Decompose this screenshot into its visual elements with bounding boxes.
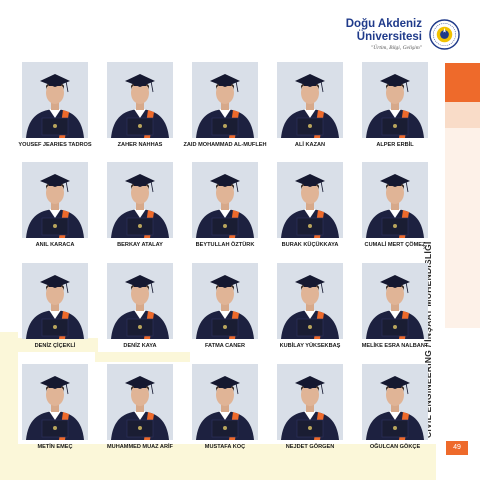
graduate-photo	[362, 62, 428, 138]
graduate-photo	[192, 162, 258, 238]
graduate-photo	[107, 162, 173, 238]
graduate-portrait-icon	[362, 364, 428, 440]
graduate-photo	[277, 263, 343, 339]
graduate-portrait-icon	[22, 62, 88, 138]
graduate-portrait-icon	[192, 263, 258, 339]
graduate-portrait-icon	[107, 162, 173, 238]
graduate-photo	[22, 162, 88, 238]
graduate-photo	[277, 364, 343, 440]
graduate-portrait-icon	[107, 62, 173, 138]
graduate-name: ALPER ERBİL	[376, 142, 414, 148]
graduate-name: BERKAY ATALAY	[117, 242, 163, 248]
graduate-portrait-icon	[277, 62, 343, 138]
graduate-name: ANIL KARACA	[35, 242, 75, 248]
graduate-portrait-icon	[362, 263, 428, 339]
graduate-photo	[192, 364, 258, 440]
graduate-portrait-icon	[107, 364, 173, 440]
graduate-portrait-icon	[192, 162, 258, 238]
graduate-name: YOUSEF JEARIES TADROS	[18, 142, 92, 148]
graduate-portrait-icon	[107, 263, 173, 339]
graduate-photo	[277, 62, 343, 138]
graduate-photo	[22, 263, 88, 339]
graduate-name: KUBİLAY YÜKSEKBAŞ	[279, 343, 341, 349]
graduate-photo	[192, 62, 258, 138]
graduate-name: NEJDET GÖRGEN	[285, 444, 335, 450]
graduate-photo	[277, 162, 343, 238]
side-color-block	[445, 102, 480, 128]
graduate-portrait-icon	[277, 263, 343, 339]
graduate-name: MUHAMMED MUAZ ARİF	[107, 444, 173, 450]
graduate-photo	[362, 263, 428, 339]
university-logo: Doğu Akdeniz Üniversitesi "Ürtim, Bilgi,…	[340, 16, 466, 52]
graduate-portrait-icon	[192, 62, 258, 138]
graduate-name: BURAK KÜÇÜKKAYA	[281, 242, 339, 248]
university-motto: "Ürtim, Bilgi, Gelişim"	[370, 45, 422, 51]
graduate-name: ALİ KAZAN	[294, 142, 326, 148]
university-name: Doğu Akdeniz Üniversitesi	[346, 18, 422, 44]
graduate-photo	[107, 263, 173, 339]
graduate-photo	[107, 62, 173, 138]
graduate-photo	[362, 162, 428, 238]
graduate-photo	[192, 263, 258, 339]
graduate-photo	[22, 364, 88, 440]
graduate-name: MUSTAFA KOÇ	[204, 444, 246, 450]
background-accent	[18, 338, 98, 352]
graduate-name: ZAHER NAHHAS	[117, 142, 163, 148]
graduate-name: ZAID MOHAMMAD AL-MUFLEH	[183, 142, 267, 148]
graduate-portrait-icon	[22, 364, 88, 440]
graduate-name: DENİZ KAYA	[123, 343, 157, 349]
graduate-portrait-icon	[277, 162, 343, 238]
graduate-name: CUMALİ MERT ÇÖMEZ	[364, 242, 426, 248]
background-accent	[0, 332, 18, 480]
graduate-photo	[107, 364, 173, 440]
graduate-photo	[22, 62, 88, 138]
background-accent	[18, 444, 436, 480]
university-name-line1: Doğu Akdeniz	[345, 18, 422, 30]
graduate-name: METİN EMEÇ	[37, 444, 73, 450]
university-seal-icon	[429, 19, 460, 50]
graduate-name: MELİKE ESRA NALBANT	[361, 343, 429, 349]
graduate-name: DENİZ ÇİÇEKLİ	[34, 343, 76, 349]
graduate-name: BEYTULLAH ÖZTÜRK	[195, 242, 255, 248]
side-color-block	[445, 128, 480, 328]
graduate-photo	[362, 364, 428, 440]
side-color-block	[445, 63, 480, 102]
graduate-name: FATMA CANER	[204, 343, 246, 349]
graduate-portrait-icon	[362, 162, 428, 238]
graduate-portrait-icon	[192, 364, 258, 440]
page-number: 49	[446, 441, 468, 455]
university-name-line2: Üniversitesi	[356, 31, 422, 43]
background-accent	[95, 352, 190, 362]
graduate-portrait-icon	[362, 62, 428, 138]
graduate-portrait-icon	[277, 364, 343, 440]
graduate-name: OĞULCAN GÖKÇE	[369, 444, 421, 450]
graduate-portrait-icon	[22, 263, 88, 339]
graduate-portrait-icon	[22, 162, 88, 238]
